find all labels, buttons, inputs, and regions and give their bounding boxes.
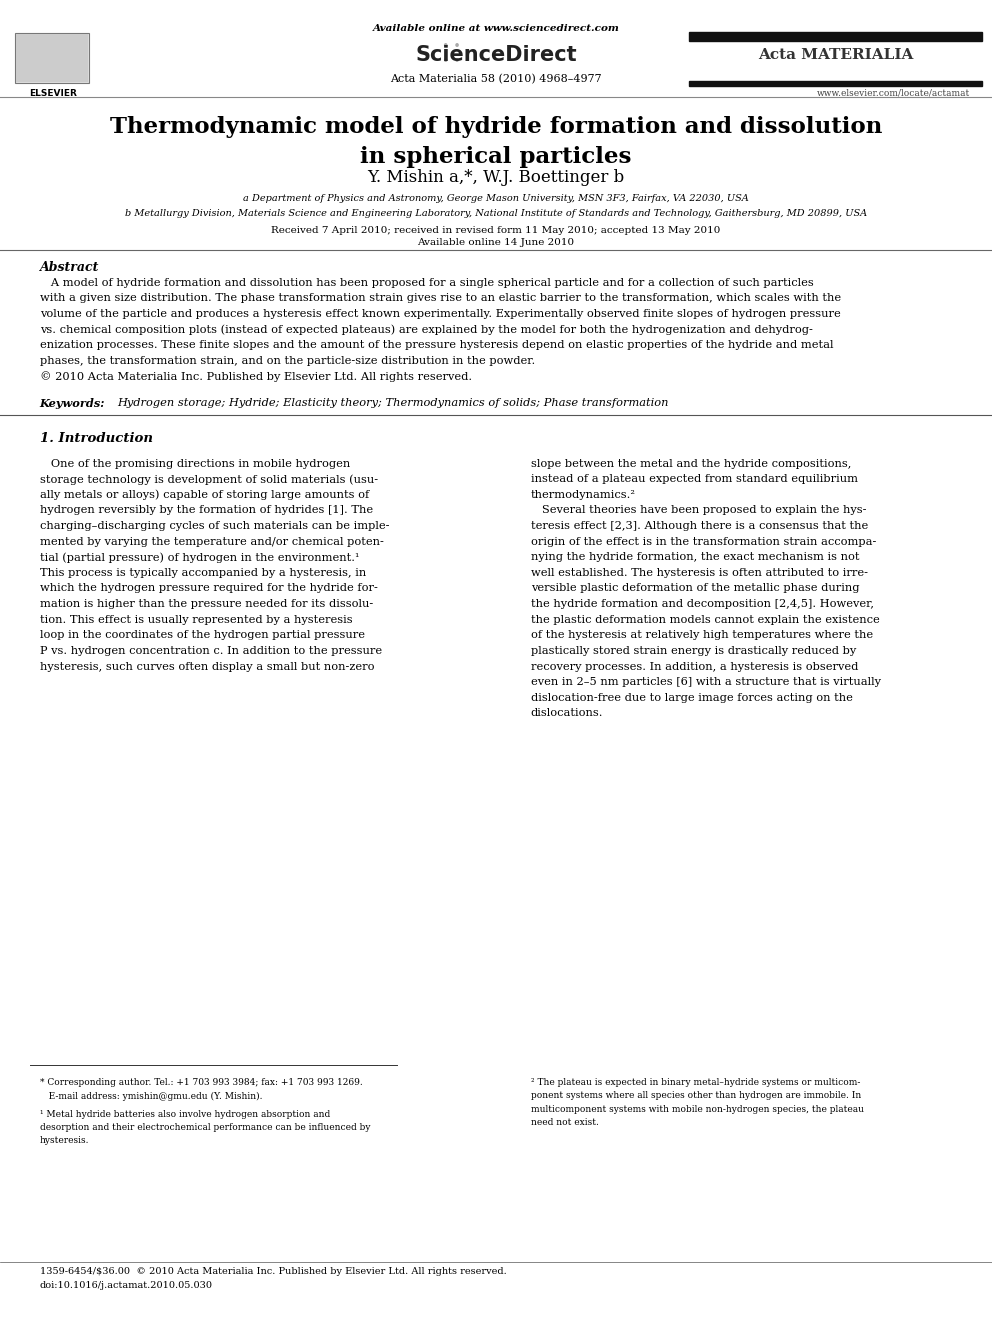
Text: 1359-6454/$36.00  © 2010 Acta Materialia Inc. Published by Elsevier Ltd. All rig: 1359-6454/$36.00 © 2010 Acta Materialia … [40,1267,507,1277]
Text: even in 2–5 nm particles [6] with a structure that is virtually: even in 2–5 nm particles [6] with a stru… [531,677,881,687]
Text: versible plastic deformation of the metallic phase during: versible plastic deformation of the meta… [531,583,859,594]
Text: which the hydrogen pressure required for the hydride for-: which the hydrogen pressure required for… [40,583,378,594]
Text: with a given size distribution. The phase transformation strain gives rise to an: with a given size distribution. The phas… [40,294,841,303]
Text: the hydride formation and decomposition [2,4,5]. However,: the hydride formation and decomposition … [531,599,874,609]
Text: Available online at www.sciencedirect.com: Available online at www.sciencedirect.co… [373,24,619,33]
Bar [689,32,982,41]
Text: Y. Mishin a,*, W.J. Boettinger b: Y. Mishin a,*, W.J. Boettinger b [367,169,625,187]
Text: Received 7 April 2010; received in revised form 11 May 2010; accepted 13 May 201: Received 7 April 2010; received in revis… [272,226,720,235]
Text: * Corresponding author. Tel.: +1 703 993 3984; fax: +1 703 993 1269.: * Corresponding author. Tel.: +1 703 993… [40,1078,362,1088]
Text: a Department of Physics and Astronomy, George Mason University, MSN 3F3, Fairfax: a Department of Physics and Astronomy, G… [243,194,749,204]
Text: need not exist.: need not exist. [531,1118,598,1127]
Text: Abstract: Abstract [40,261,99,274]
Text: www.elsevier.com/locate/actamat: www.elsevier.com/locate/actamat [817,89,970,98]
Text: teresis effect [2,3]. Although there is a consensus that the: teresis effect [2,3]. Although there is … [531,521,868,531]
Bar [689,81,982,86]
Text: instead of a plateau expected from standard equilibrium: instead of a plateau expected from stand… [531,474,858,484]
Text: mented by varying the temperature and/or chemical poten-: mented by varying the temperature and/or… [40,537,384,546]
Text: Available online 14 June 2010: Available online 14 June 2010 [418,238,574,247]
Text: vs. chemical composition plots (instead of expected plateaus) are explained by t: vs. chemical composition plots (instead … [40,324,812,335]
Text: storage technology is development of solid materials (usu-: storage technology is development of sol… [40,474,378,484]
Text: plastically stored strain energy is drastically reduced by: plastically stored strain energy is dras… [531,646,856,656]
Text: mation is higher than the pressure needed for its dissolu-: mation is higher than the pressure neede… [40,599,373,609]
FancyBboxPatch shape [16,34,88,82]
Text: charging–discharging cycles of such materials can be imple-: charging–discharging cycles of such mate… [40,521,389,531]
Text: dislocation-free due to large image forces acting on the: dislocation-free due to large image forc… [531,693,852,703]
Text: recovery processes. In addition, a hysteresis is observed: recovery processes. In addition, a hyste… [531,662,858,672]
FancyBboxPatch shape [15,33,89,83]
Text: • •
• •: • • • • [442,40,460,67]
Text: hysteresis, such curves often display a small but non-zero: hysteresis, such curves often display a … [40,662,374,672]
Text: thermodynamics.²: thermodynamics.² [531,490,636,500]
Text: One of the promising directions in mobile hydrogen: One of the promising directions in mobil… [40,459,350,468]
Text: Acta MATERIALIA: Acta MATERIALIA [759,48,914,62]
Text: hydrogen reversibly by the formation of hydrides [1]. The: hydrogen reversibly by the formation of … [40,505,373,516]
Text: hysteresis.: hysteresis. [40,1136,89,1146]
Text: 1. Introduction: 1. Introduction [40,433,153,445]
Text: A model of hydride formation and dissolution has been proposed for a single sphe: A model of hydride formation and dissolu… [40,278,813,288]
Text: dislocations.: dislocations. [531,708,603,718]
Text: ally metals or alloys) capable of storing large amounts of: ally metals or alloys) capable of storin… [40,490,369,500]
Text: Thermodynamic model of hydride formation and dissolution
in spherical particles: Thermodynamic model of hydride formation… [110,116,882,168]
Text: This process is typically accompanied by a hysteresis, in: This process is typically accompanied by… [40,568,366,578]
Text: doi:10.1016/j.actamat.2010.05.030: doi:10.1016/j.actamat.2010.05.030 [40,1281,212,1290]
Text: volume of the particle and produces a hysteresis effect known experimentally. Ex: volume of the particle and produces a hy… [40,310,840,319]
Text: Acta Materialia 58 (2010) 4968–4977: Acta Materialia 58 (2010) 4968–4977 [390,74,602,85]
Text: ¹ Metal hydride batteries also involve hydrogen absorption and: ¹ Metal hydride batteries also involve h… [40,1110,330,1119]
Text: Keywords:: Keywords: [40,398,113,409]
Text: Hydrogen storage; Hydride; Elasticity theory; Thermodynamics of solids; Phase tr: Hydrogen storage; Hydride; Elasticity th… [117,398,669,407]
Text: ELSEVIER: ELSEVIER [29,89,76,98]
Text: desorption and their electrochemical performance can be influenced by: desorption and their electrochemical per… [40,1123,370,1132]
Text: loop in the coordinates of the hydrogen partial pressure: loop in the coordinates of the hydrogen … [40,630,365,640]
Text: tial (partial pressure) of hydrogen in the environment.¹: tial (partial pressure) of hydrogen in t… [40,552,359,562]
Text: Several theories have been proposed to explain the hys-: Several theories have been proposed to e… [531,505,866,516]
Text: enization processes. These finite slopes and the amount of the pressure hysteres: enization processes. These finite slopes… [40,340,833,351]
Text: tion. This effect is usually represented by a hysteresis: tion. This effect is usually represented… [40,615,352,624]
Text: well established. The hysteresis is often attributed to irre-: well established. The hysteresis is ofte… [531,568,868,578]
Text: E-mail address: ymishin@gmu.edu (Y. Mishin).: E-mail address: ymishin@gmu.edu (Y. Mish… [40,1091,262,1101]
Text: nying the hydride formation, the exact mechanism is not: nying the hydride formation, the exact m… [531,552,859,562]
Text: b Metallurgy Division, Materials Science and Engineering Laboratory, National In: b Metallurgy Division, Materials Science… [125,209,867,218]
Text: of the hysteresis at relatively high temperatures where the: of the hysteresis at relatively high tem… [531,630,873,640]
Text: origin of the effect is in the transformation strain accompa-: origin of the effect is in the transform… [531,537,876,546]
Text: phases, the transformation strain, and on the particle-size distribution in the : phases, the transformation strain, and o… [40,356,535,366]
Text: P vs. hydrogen concentration c. In addition to the pressure: P vs. hydrogen concentration c. In addit… [40,646,382,656]
Text: ² The plateau is expected in binary metal–hydride systems or multicom-: ² The plateau is expected in binary meta… [531,1078,860,1088]
Text: © 2010 Acta Materialia Inc. Published by Elsevier Ltd. All rights reserved.: © 2010 Acta Materialia Inc. Published by… [40,372,472,382]
Text: ScienceDirect: ScienceDirect [416,45,576,65]
Text: slope between the metal and the hydride compositions,: slope between the metal and the hydride … [531,459,851,468]
Text: ponent systems where all species other than hydrogen are immobile. In: ponent systems where all species other t… [531,1091,861,1101]
Text: the plastic deformation models cannot explain the existence: the plastic deformation models cannot ex… [531,615,880,624]
Text: multicomponent systems with mobile non-hydrogen species, the plateau: multicomponent systems with mobile non-h… [531,1105,864,1114]
